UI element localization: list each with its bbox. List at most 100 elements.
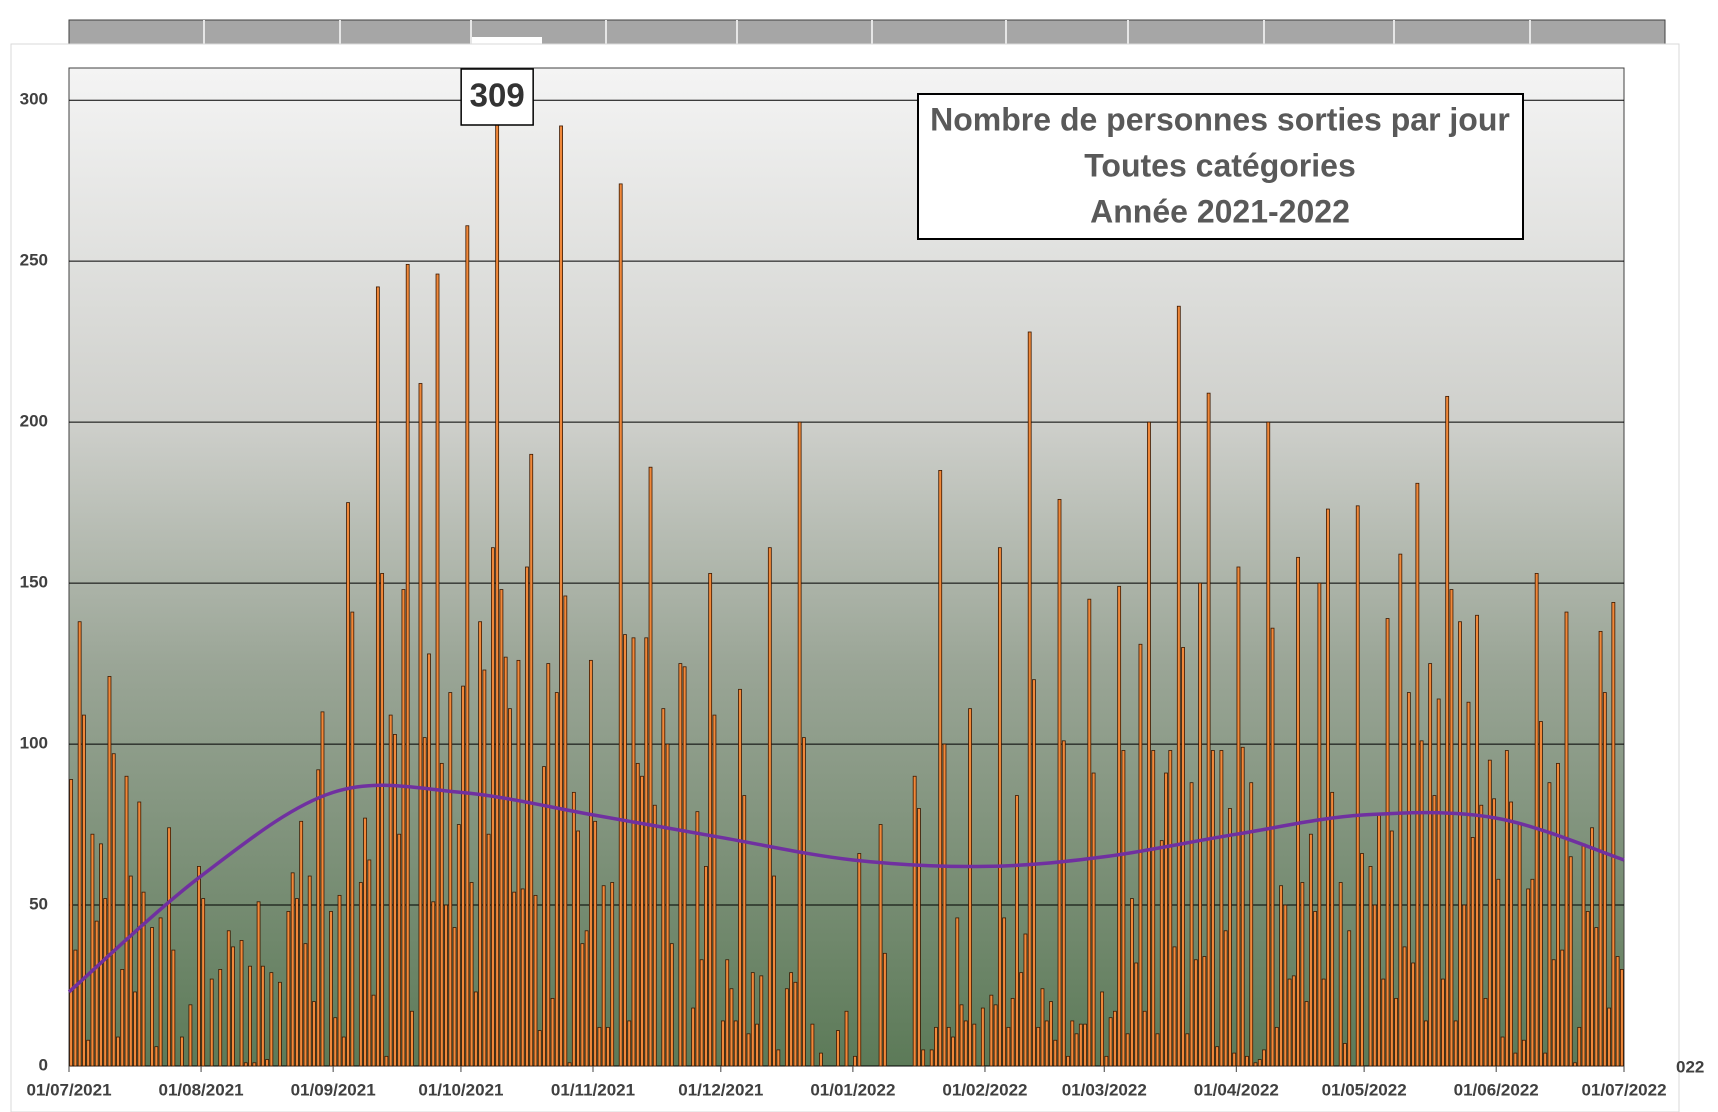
bar <box>1449 589 1454 1067</box>
bar <box>137 801 142 1067</box>
bar <box>295 898 299 1067</box>
bar <box>968 708 972 1067</box>
y-tick-label: 50 <box>29 895 48 914</box>
bar <box>580 943 585 1067</box>
bar <box>1219 750 1224 1067</box>
bar <box>444 904 448 1067</box>
bar <box>1147 421 1151 1067</box>
bar <box>1615 956 1620 1067</box>
bar <box>1270 627 1275 1067</box>
bar <box>597 1026 602 1067</box>
bar <box>252 1062 257 1067</box>
bar <box>1113 1010 1117 1067</box>
bar <box>1300 882 1305 1067</box>
bar <box>1394 997 1398 1067</box>
bar <box>644 637 649 1067</box>
bar <box>606 1026 610 1067</box>
bar <box>1568 856 1573 1067</box>
bar <box>465 225 470 1067</box>
bar <box>1479 804 1484 1067</box>
bar <box>725 959 730 1067</box>
bar <box>520 888 525 1067</box>
bar <box>640 775 644 1067</box>
bar <box>997 547 1002 1067</box>
bar <box>508 708 512 1067</box>
bar <box>1100 991 1105 1067</box>
bar <box>836 1030 840 1067</box>
bar <box>759 975 764 1067</box>
bar <box>563 595 568 1067</box>
bar <box>1193 959 1198 1067</box>
bar <box>1130 898 1134 1067</box>
bar <box>912 775 917 1067</box>
bar <box>704 866 708 1067</box>
bar <box>150 927 154 1067</box>
bar <box>1573 1062 1577 1067</box>
bar <box>738 688 742 1067</box>
bar <box>418 383 423 1067</box>
bar <box>593 820 598 1067</box>
bar <box>337 894 342 1067</box>
bar <box>1142 1010 1147 1067</box>
bar <box>1607 1007 1611 1067</box>
x-tick-label: 01/11/2021 <box>551 1080 635 1099</box>
bar <box>1398 553 1403 1067</box>
chart-subtitle: Toutes catégories <box>1084 147 1355 183</box>
bar <box>946 1026 951 1067</box>
bar <box>1530 878 1535 1067</box>
bar <box>802 737 806 1067</box>
bar <box>1249 782 1254 1067</box>
x-tick-label: 01/10/2021 <box>418 1080 503 1099</box>
bar <box>1343 1043 1347 1067</box>
bar <box>141 891 146 1067</box>
bar <box>661 708 666 1067</box>
bar <box>1547 782 1552 1067</box>
bar <box>277 981 282 1067</box>
bar <box>1509 801 1513 1067</box>
bar <box>1381 978 1386 1067</box>
y-tick-label: 0 <box>39 1055 48 1074</box>
y-tick-label: 100 <box>20 734 48 753</box>
bar <box>116 1036 120 1067</box>
bar <box>401 589 406 1067</box>
x-tick-label: 01/09/2021 <box>291 1080 376 1099</box>
bar <box>1066 1055 1070 1067</box>
bar <box>384 1055 389 1067</box>
bar <box>1577 1026 1582 1067</box>
bar <box>1308 833 1313 1067</box>
x-tick-label: 01/07/2021 <box>26 1080 111 1099</box>
bar <box>1458 621 1462 1067</box>
bar <box>1015 795 1019 1067</box>
bar <box>243 1062 248 1067</box>
bar <box>427 653 431 1067</box>
bar <box>1040 988 1045 1067</box>
bar <box>367 859 372 1067</box>
bar <box>1500 1036 1505 1067</box>
bar <box>1304 1001 1309 1067</box>
bar <box>1010 997 1015 1067</box>
bar <box>1453 1020 1458 1067</box>
bar <box>133 991 137 1067</box>
bar <box>495 70 500 1067</box>
bar <box>1424 1020 1428 1067</box>
bar <box>231 946 235 1067</box>
bar <box>94 920 99 1067</box>
bar <box>269 972 274 1067</box>
bar <box>307 875 312 1067</box>
bar <box>1138 643 1143 1067</box>
bar <box>1266 421 1271 1067</box>
bar <box>1377 814 1381 1067</box>
bar <box>951 1036 955 1067</box>
bar <box>1279 885 1283 1067</box>
bar <box>1296 556 1300 1067</box>
bar <box>917 808 921 1067</box>
bar <box>1556 762 1560 1067</box>
bar <box>750 972 755 1067</box>
bar <box>772 875 776 1067</box>
bar <box>1104 1055 1109 1067</box>
bar <box>1590 827 1594 1067</box>
bar <box>1470 837 1475 1067</box>
bar <box>1245 1055 1249 1067</box>
bar <box>1419 740 1424 1067</box>
trend-line <box>67 783 1625 994</box>
